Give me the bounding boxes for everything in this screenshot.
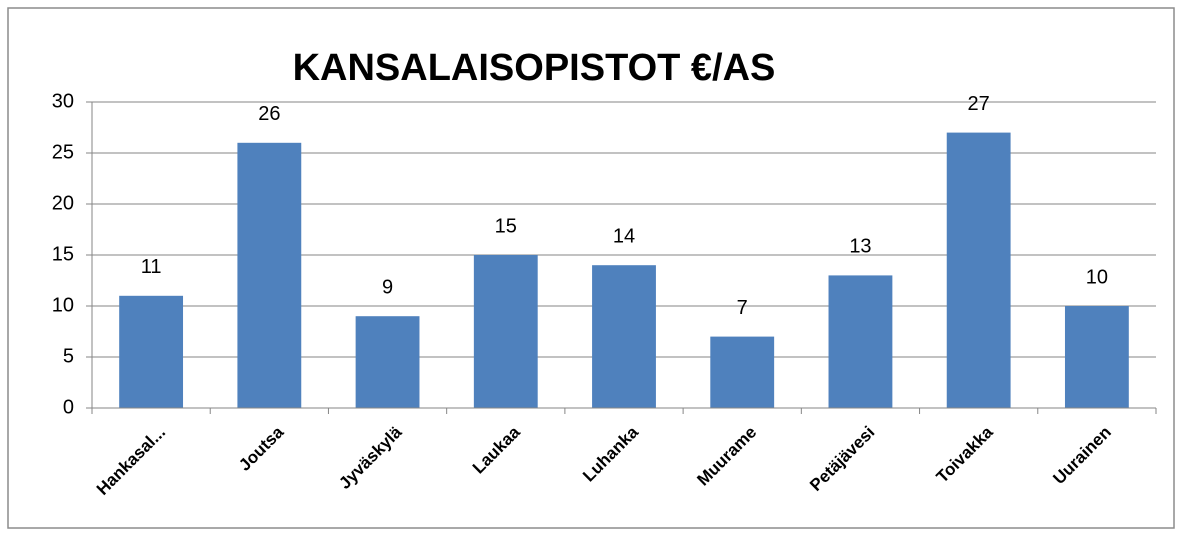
y-tick-label: 0 (63, 396, 74, 418)
data-label: 13 (849, 236, 871, 258)
bar (828, 275, 893, 408)
bar (592, 265, 656, 408)
bar (1064, 306, 1129, 408)
data-label: 9 (382, 276, 393, 298)
y-tick-label: 5 (63, 345, 74, 367)
y-tick-label: 20 (52, 192, 74, 214)
data-label: 10 (1086, 266, 1108, 288)
bar (119, 295, 184, 408)
data-label: 7 (737, 297, 748, 319)
bar (473, 255, 538, 408)
y-tick-label: 10 (52, 294, 74, 316)
data-label: 14 (613, 225, 635, 247)
data-label: 11 (141, 256, 162, 278)
data-label: 26 (258, 103, 280, 125)
y-tick-label: 15 (52, 243, 74, 265)
bar (355, 316, 420, 408)
bar (237, 142, 302, 409)
chart-title: KANSALAISOPISTOT €/AS (293, 47, 776, 89)
y-tick-label: 25 (52, 141, 74, 163)
bar (710, 336, 775, 408)
y-tick-label: 30 (52, 90, 74, 112)
data-label: 15 (495, 215, 517, 237)
data-label: 27 (968, 93, 990, 115)
bar (946, 132, 1011, 408)
